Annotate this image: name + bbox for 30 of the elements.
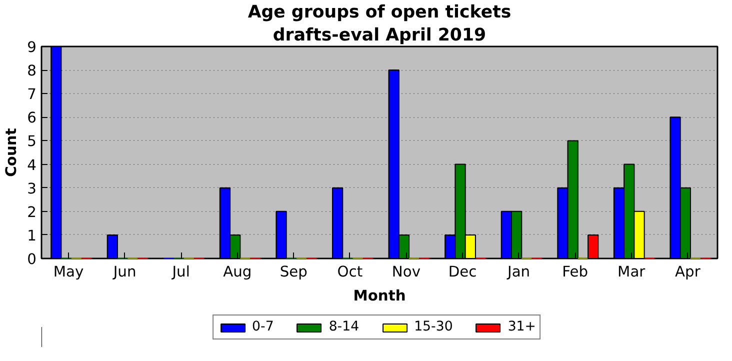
x-tick-label: Jan xyxy=(506,264,530,280)
y-tick-label: 1 xyxy=(27,227,37,244)
x-tick-label: Dec xyxy=(448,264,477,280)
x-tick-label: Jul xyxy=(171,264,190,280)
y-tick-label: 9 xyxy=(27,39,37,56)
y-tick-label: 8 xyxy=(27,62,37,80)
y-tick-label: 7 xyxy=(27,86,37,104)
y-tick-label: 5 xyxy=(27,133,37,150)
legend-label: 15-30 xyxy=(414,320,453,334)
x-axis-title: Month xyxy=(353,288,406,304)
x-tick-label: Aug xyxy=(223,264,252,280)
x-tick-label: Oct xyxy=(337,264,363,280)
y-tick-label: 6 xyxy=(27,110,37,127)
x-tick-label: Sep xyxy=(280,264,308,280)
chart-subtitle: drafts-eval April 2019 xyxy=(272,26,486,46)
legend-label: 8-14 xyxy=(328,320,360,334)
y-tick-label: 2 xyxy=(27,204,37,221)
x-tick-label: Mar xyxy=(618,264,646,280)
y-axis-title: Count xyxy=(3,128,20,177)
y-tick-label: 4 xyxy=(27,156,37,174)
x-tick-label: Nov xyxy=(392,264,421,280)
x-tick-label: Jun xyxy=(112,264,136,280)
x-tick-label: May xyxy=(53,264,84,280)
legend-label: 0-7 xyxy=(252,320,274,334)
chart-title: Age groups of open tickets xyxy=(248,2,512,22)
y-tick-label: 3 xyxy=(27,180,37,198)
x-tick-label: Feb xyxy=(562,264,588,280)
x-tick-label: Apr xyxy=(674,264,702,280)
y-tick-label: 0 xyxy=(27,251,37,268)
legend-label: 31+ xyxy=(508,320,536,334)
